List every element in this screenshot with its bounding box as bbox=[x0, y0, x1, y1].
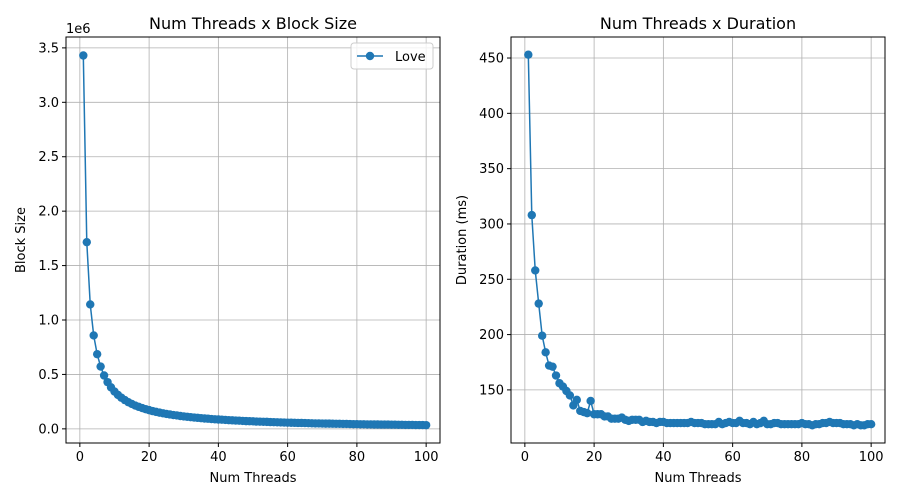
legend-point-marker bbox=[365, 51, 375, 61]
data-point bbox=[524, 50, 533, 59]
duration-chart: Num Threads x Duration 0 20 40 60 80 100 150 2… bbox=[455, 14, 886, 486]
y-tick-label: 450 bbox=[479, 52, 504, 67]
data-point bbox=[89, 331, 98, 340]
x-tick-label: 60 bbox=[724, 450, 741, 465]
y-axis-label: Duration (ms) bbox=[455, 195, 470, 285]
y-tick-label: 3.0 bbox=[38, 96, 59, 111]
x-axis-label: Num Threads bbox=[655, 471, 742, 486]
y-tick-label: 1.0 bbox=[38, 314, 59, 329]
x-tick-label: 40 bbox=[655, 450, 672, 465]
y-ticks: 150 200 250 300 350 400 450 bbox=[479, 52, 511, 398]
x-ticks: 0 20 40 60 80 100 bbox=[521, 443, 884, 465]
x-tick-label: 80 bbox=[349, 450, 366, 465]
legend-box bbox=[350, 42, 434, 70]
data-point bbox=[534, 299, 543, 308]
y-tick-label: 2.0 bbox=[38, 205, 59, 220]
grid bbox=[66, 37, 440, 443]
y-tick-label: 2.5 bbox=[38, 150, 59, 165]
y-tick-label: 250 bbox=[479, 273, 504, 288]
data-point bbox=[565, 391, 575, 400]
x-tick-label: 40 bbox=[210, 450, 227, 465]
x-tick-label: 60 bbox=[279, 450, 296, 465]
y-ticks: 0.0 0.5 1.0 1.5 2.0 2.5 3.0 3.5 bbox=[38, 41, 66, 437]
x-tick-label: 80 bbox=[794, 450, 811, 465]
x-ticks: 0 20 40 60 80 100 bbox=[76, 443, 439, 465]
data-point bbox=[537, 331, 547, 340]
data-point bbox=[79, 51, 88, 60]
series bbox=[524, 50, 876, 430]
y-tick-label: 400 bbox=[479, 107, 504, 122]
x-tick-label: 0 bbox=[521, 450, 529, 465]
data-point bbox=[92, 349, 102, 359]
legend-entry: Love bbox=[395, 50, 426, 65]
plot-frame bbox=[65, 36, 441, 444]
data-point bbox=[551, 371, 561, 380]
data-point bbox=[582, 408, 592, 418]
x-tick-label: 20 bbox=[141, 450, 158, 465]
chart-title: Num Threads x Duration bbox=[600, 14, 796, 33]
data-point bbox=[86, 300, 95, 309]
x-tick-label: 100 bbox=[414, 450, 439, 465]
data-point bbox=[586, 396, 595, 406]
data-point bbox=[96, 362, 105, 371]
y-tick-label: 1.5 bbox=[38, 259, 59, 274]
plot-frame bbox=[510, 36, 886, 444]
series bbox=[79, 51, 431, 430]
data-point bbox=[82, 237, 91, 247]
legend: Love bbox=[350, 42, 434, 70]
data-point bbox=[421, 420, 431, 430]
x-tick-label: 0 bbox=[76, 450, 84, 465]
y-tick-label: 200 bbox=[479, 328, 504, 343]
data-point bbox=[572, 395, 581, 405]
y-tick-label: 0.0 bbox=[38, 422, 59, 437]
y-tick-label: 0.5 bbox=[38, 368, 59, 383]
y-tick-label: 350 bbox=[479, 162, 504, 177]
y-tick-label: 300 bbox=[479, 217, 504, 232]
data-point bbox=[527, 210, 536, 220]
x-axis-label: Num Threads bbox=[210, 471, 297, 486]
y-tick-label: 3.5 bbox=[38, 41, 59, 56]
block-size-chart: Num Threads x Block Size 1e6 0 20 40 60 80 10… bbox=[14, 14, 441, 486]
data-point bbox=[531, 266, 540, 275]
y-offset-label: 1e6 bbox=[66, 22, 91, 37]
data-point bbox=[541, 348, 550, 357]
x-tick-label: 20 bbox=[586, 450, 603, 465]
chart-title: Num Threads x Block Size bbox=[149, 14, 357, 33]
grid bbox=[511, 37, 885, 443]
data-point bbox=[866, 419, 876, 429]
y-axis-label: Block Size bbox=[14, 207, 29, 273]
y-tick-label: 150 bbox=[479, 383, 504, 398]
data-point bbox=[548, 362, 557, 371]
data-point bbox=[99, 371, 109, 380]
x-tick-label: 100 bbox=[859, 450, 884, 465]
